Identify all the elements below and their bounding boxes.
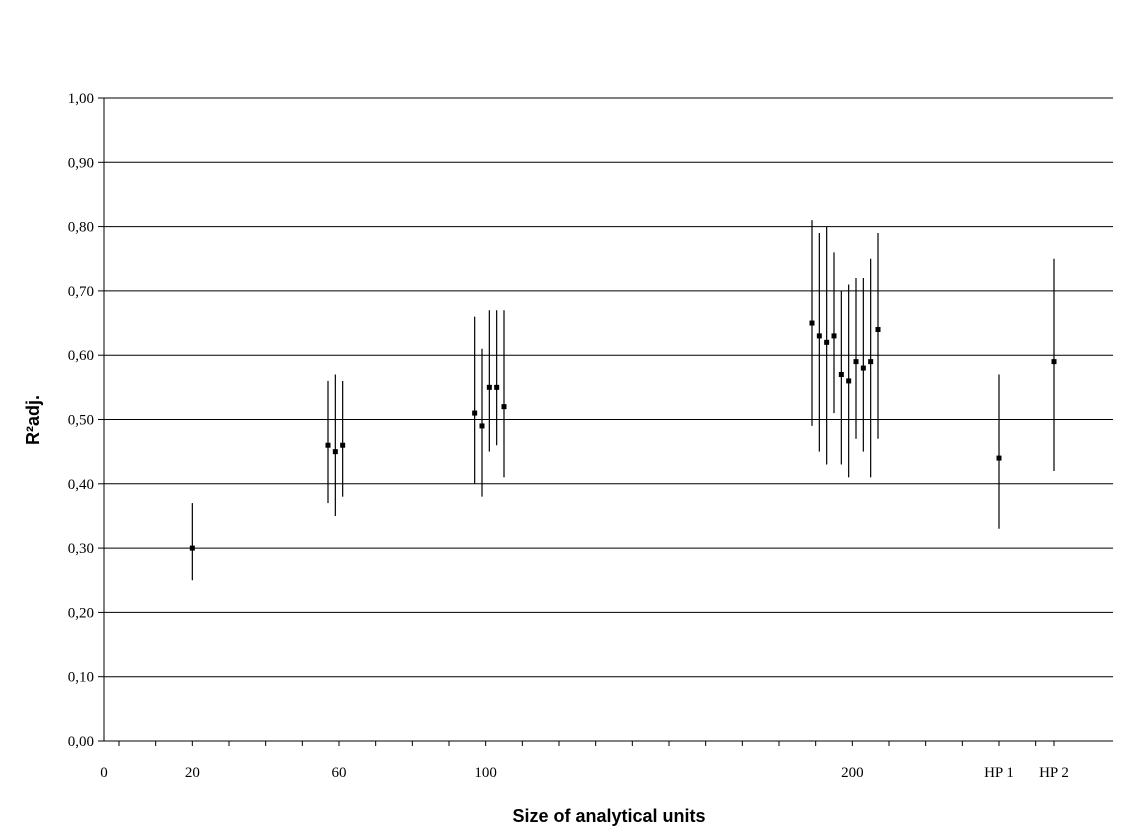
y-tick-label: 0,60 <box>68 348 94 364</box>
x-tick-label: HP 2 <box>1039 765 1069 781</box>
y-tick-label: 0,20 <box>68 605 94 621</box>
data-point <box>325 442 331 448</box>
data-marks <box>189 220 1057 581</box>
x-tick-label: 100 <box>474 765 497 781</box>
data-point <box>340 442 346 448</box>
y-axis-title: R²adj. <box>23 395 43 445</box>
y-tick-label: 0,10 <box>68 670 94 686</box>
y-tick-label: 0,70 <box>68 284 94 300</box>
x-axis-title: Size of analytical units <box>512 806 705 826</box>
data-point <box>831 333 837 339</box>
y-tick-label: 1,00 <box>68 91 94 107</box>
data-point <box>868 359 874 365</box>
data-point <box>996 455 1002 461</box>
data-point <box>479 423 485 429</box>
y-tick-label: 0,80 <box>68 220 94 236</box>
tick-labels: 0,00 0,10 0,20 0,30 0,40 0,50 0,60 0,70 0,80 0,90… <box>68 91 1069 781</box>
y-tick-label: 0,90 <box>68 155 94 171</box>
x-tick-label: 200 <box>841 765 864 781</box>
data-point <box>816 333 822 339</box>
data-point <box>189 545 195 551</box>
x-tick-label: HP 1 <box>984 765 1014 781</box>
data-point <box>853 359 859 365</box>
data-point <box>472 410 478 416</box>
data-point <box>501 404 507 410</box>
data-point <box>1051 359 1057 365</box>
data-point <box>824 339 830 345</box>
data-point <box>846 378 852 384</box>
data-point <box>332 449 338 455</box>
data-point <box>875 326 881 332</box>
data-point <box>494 384 500 390</box>
data-point <box>860 365 866 371</box>
gridlines <box>104 97 1113 742</box>
x-tick-label: 0 <box>100 765 108 781</box>
y-tick-label: 0,40 <box>68 477 94 493</box>
y-tick-label: 0,30 <box>68 541 94 557</box>
data-point <box>486 384 492 390</box>
axes <box>98 97 1113 746</box>
data-point <box>838 371 844 377</box>
data-point <box>809 320 815 326</box>
y-tick-label: 0,00 <box>68 734 94 750</box>
x-tick-label: 20 <box>185 765 200 781</box>
y-tick-label: 0,50 <box>68 413 94 429</box>
x-tick-label: 60 <box>332 765 347 781</box>
